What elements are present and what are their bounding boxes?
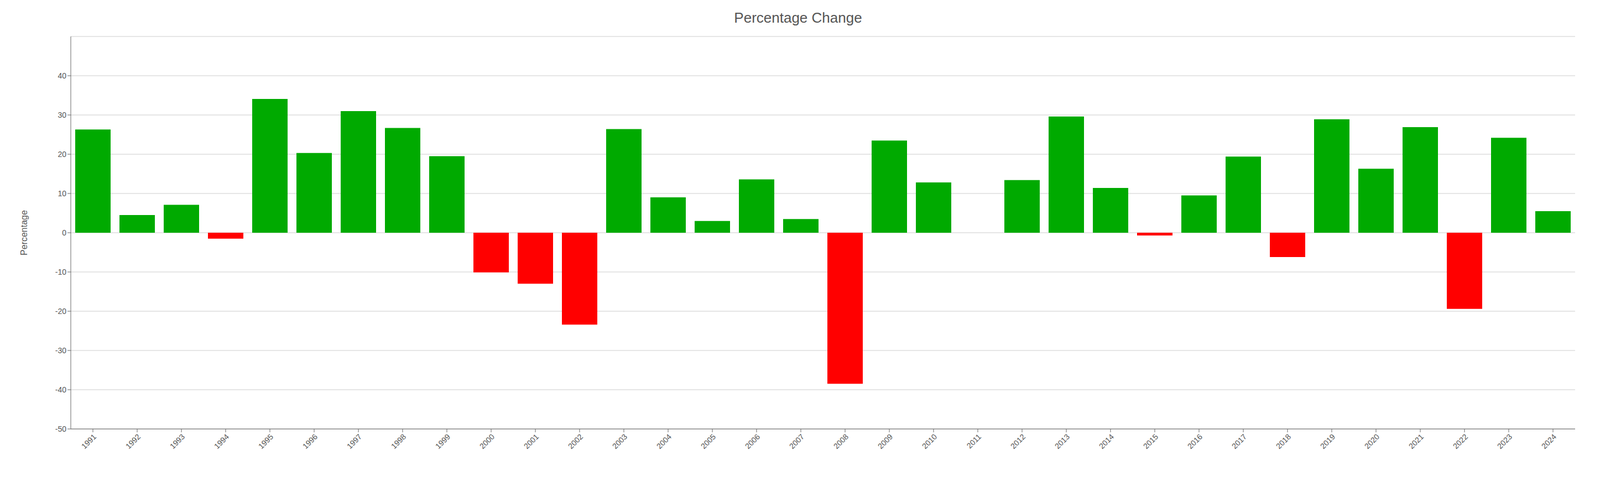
svg-text:1999: 1999 <box>433 432 452 451</box>
svg-text:2012: 2012 <box>1008 432 1028 451</box>
svg-text:1993: 1993 <box>168 432 187 451</box>
svg-text:2024: 2024 <box>1539 432 1558 451</box>
svg-text:2005: 2005 <box>699 432 718 451</box>
svg-text:2014: 2014 <box>1097 432 1116 451</box>
svg-text:-50: -50 <box>55 424 67 434</box>
svg-text:2008: 2008 <box>831 432 851 451</box>
svg-text:2004: 2004 <box>654 432 674 451</box>
svg-text:2013: 2013 <box>1053 432 1072 451</box>
svg-text:2015: 2015 <box>1141 432 1160 451</box>
svg-text:2006: 2006 <box>743 432 762 451</box>
svg-text:40: 40 <box>57 71 67 81</box>
svg-text:10: 10 <box>57 189 67 198</box>
html-text:Percentage Change: Percentage Change <box>734 9 862 26</box>
svg-text:2023: 2023 <box>1495 432 1514 451</box>
svg-text:1995: 1995 <box>256 432 275 451</box>
svg-text:2019: 2019 <box>1318 432 1337 451</box>
svg-text:2020: 2020 <box>1362 432 1381 451</box>
svg-text:1998: 1998 <box>389 432 408 451</box>
svg-text:2018: 2018 <box>1274 432 1293 451</box>
svg-text:-40: -40 <box>55 385 67 395</box>
svg-text:1991: 1991 <box>79 432 98 451</box>
svg-text:2010: 2010 <box>920 432 939 451</box>
svg-text:1996: 1996 <box>300 432 320 451</box>
svg-text:2002: 2002 <box>566 432 585 451</box>
svg-text:1992: 1992 <box>123 432 143 451</box>
svg-text:2001: 2001 <box>522 432 541 451</box>
svg-text:2017: 2017 <box>1230 432 1249 451</box>
svg-text:-30: -30 <box>55 346 67 356</box>
svg-text:30: 30 <box>57 110 67 120</box>
svg-text:-20: -20 <box>55 306 67 316</box>
svg-text:Percentage: Percentage <box>19 210 29 256</box>
svg-text:2011: 2011 <box>965 432 984 451</box>
svg-text:-10: -10 <box>55 267 67 277</box>
svg-text:2016: 2016 <box>1185 432 1205 451</box>
svg-text:2021: 2021 <box>1406 432 1426 451</box>
svg-text:2003: 2003 <box>610 432 629 451</box>
svg-text:1994: 1994 <box>212 432 231 451</box>
svg-text:20: 20 <box>57 149 67 159</box>
svg-text:2007: 2007 <box>787 432 806 451</box>
svg-text:2022: 2022 <box>1451 432 1470 451</box>
svg-text:0: 0 <box>61 228 67 238</box>
svg-text:2000: 2000 <box>477 432 497 451</box>
svg-text:1997: 1997 <box>345 432 364 451</box>
svg-text:2009: 2009 <box>876 432 895 451</box>
